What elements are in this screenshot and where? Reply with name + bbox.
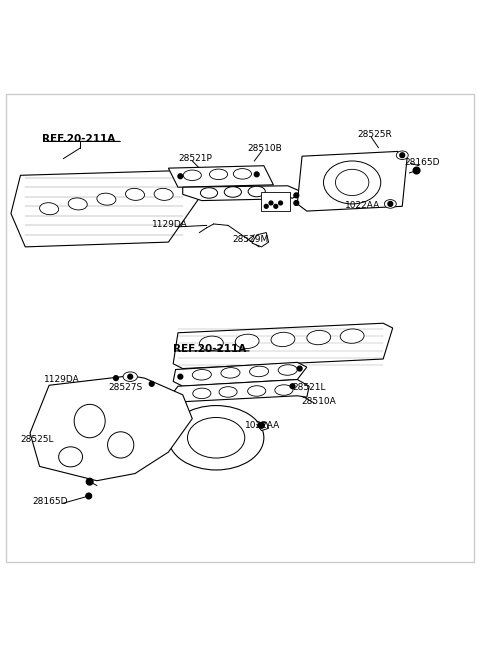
Ellipse shape	[275, 385, 293, 396]
Text: 28510A: 28510A	[301, 397, 336, 406]
Ellipse shape	[74, 404, 105, 438]
Text: 1129DA: 1129DA	[44, 375, 80, 384]
Text: 28527S: 28527S	[109, 382, 143, 392]
Ellipse shape	[39, 203, 59, 215]
Circle shape	[264, 205, 268, 208]
Ellipse shape	[324, 161, 381, 204]
Text: 28510B: 28510B	[247, 144, 282, 153]
Circle shape	[290, 384, 295, 388]
Polygon shape	[257, 422, 269, 430]
Text: 28521P: 28521P	[178, 154, 212, 163]
Ellipse shape	[97, 193, 116, 205]
Text: 1022AA: 1022AA	[345, 201, 380, 211]
Ellipse shape	[59, 447, 83, 467]
Ellipse shape	[193, 388, 211, 399]
Ellipse shape	[200, 188, 217, 198]
Ellipse shape	[123, 372, 137, 381]
Ellipse shape	[200, 336, 223, 350]
Ellipse shape	[219, 386, 237, 397]
Ellipse shape	[278, 365, 297, 375]
Circle shape	[128, 375, 132, 379]
Text: 1129DA: 1129DA	[152, 220, 188, 230]
Ellipse shape	[248, 386, 266, 396]
Text: 28525L: 28525L	[21, 435, 54, 444]
Ellipse shape	[235, 334, 259, 348]
Ellipse shape	[192, 369, 211, 380]
Ellipse shape	[68, 198, 87, 210]
Circle shape	[279, 201, 282, 205]
Circle shape	[259, 422, 264, 428]
Circle shape	[254, 172, 259, 176]
Circle shape	[178, 174, 183, 178]
Ellipse shape	[307, 331, 331, 344]
Circle shape	[388, 201, 393, 206]
Circle shape	[297, 366, 302, 371]
Ellipse shape	[336, 169, 369, 195]
Text: 28525R: 28525R	[357, 130, 392, 139]
Ellipse shape	[221, 367, 240, 378]
Bar	[262, 192, 290, 211]
Polygon shape	[168, 166, 274, 187]
Circle shape	[178, 375, 183, 379]
Ellipse shape	[340, 329, 364, 343]
Ellipse shape	[248, 186, 265, 197]
Ellipse shape	[188, 417, 245, 458]
Ellipse shape	[125, 188, 144, 200]
Polygon shape	[297, 152, 407, 211]
Ellipse shape	[384, 199, 396, 208]
Circle shape	[413, 167, 420, 174]
Circle shape	[294, 193, 299, 197]
Text: 28165D: 28165D	[405, 158, 440, 167]
Circle shape	[86, 478, 93, 485]
Ellipse shape	[154, 188, 173, 200]
Circle shape	[274, 205, 278, 208]
Polygon shape	[173, 362, 307, 386]
Circle shape	[86, 493, 92, 499]
Ellipse shape	[183, 170, 201, 180]
Text: REF.20-211A: REF.20-211A	[42, 134, 115, 144]
Ellipse shape	[233, 169, 252, 179]
Circle shape	[269, 201, 273, 205]
Ellipse shape	[168, 405, 264, 470]
Polygon shape	[11, 171, 202, 247]
Ellipse shape	[271, 333, 295, 346]
Text: REF.20-211A: REF.20-211A	[173, 344, 246, 354]
Circle shape	[114, 376, 118, 380]
Ellipse shape	[209, 169, 228, 180]
Polygon shape	[173, 323, 393, 369]
Circle shape	[400, 153, 405, 157]
Ellipse shape	[396, 151, 408, 159]
Ellipse shape	[108, 432, 134, 458]
Text: 28529M: 28529M	[233, 235, 269, 244]
Ellipse shape	[224, 187, 241, 197]
Circle shape	[294, 201, 299, 205]
Polygon shape	[252, 233, 269, 247]
Polygon shape	[30, 376, 192, 481]
Text: 28165D: 28165D	[33, 497, 68, 506]
Circle shape	[149, 381, 154, 386]
Text: 28521L: 28521L	[292, 382, 326, 392]
Polygon shape	[171, 380, 309, 402]
Polygon shape	[183, 186, 302, 201]
Text: 1022AA: 1022AA	[245, 421, 280, 430]
Ellipse shape	[250, 366, 269, 377]
